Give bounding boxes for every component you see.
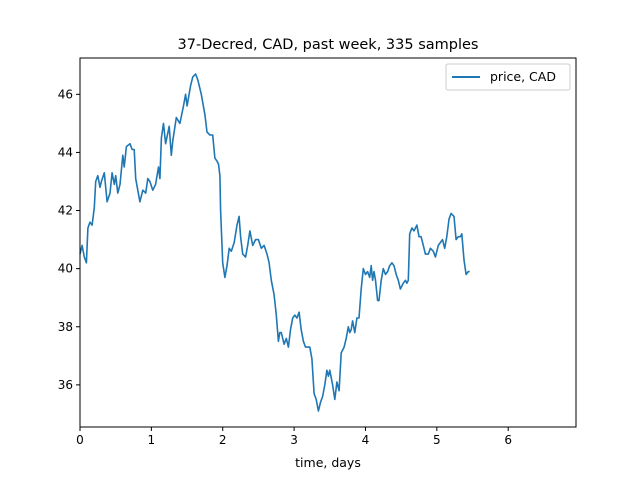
y-tick-label: 44 <box>58 145 73 159</box>
chart-title: 37-Decred, CAD, past week, 335 samples <box>178 37 479 53</box>
y-tick-label: 40 <box>58 262 73 276</box>
x-tick-label: 0 <box>76 433 84 447</box>
y-tick-label: 46 <box>58 87 73 101</box>
x-tick-label: 3 <box>290 433 298 447</box>
legend-label: price, CAD <box>490 69 556 84</box>
x-tick-label: 2 <box>219 433 227 447</box>
y-tick-label: 36 <box>58 378 73 392</box>
y-tick-label: 38 <box>58 320 73 334</box>
y-tick-label: 42 <box>58 204 73 218</box>
plot-background <box>80 58 576 427</box>
series-line-0 <box>79 73 470 412</box>
x-axis-label: time, days <box>295 455 361 470</box>
plot-area: 0 1 2 3 4 5 6 36 38 40 42 44 46 <box>58 57 577 447</box>
x-tick-label: 1 <box>148 433 156 447</box>
legend-box <box>445 63 571 91</box>
x-tick-label: 4 <box>362 433 370 447</box>
legend: price, CAD <box>445 63 571 91</box>
x-tick-label: 5 <box>433 433 441 447</box>
plot-frame <box>79 57 577 428</box>
x-tick-label: 6 <box>504 433 512 447</box>
